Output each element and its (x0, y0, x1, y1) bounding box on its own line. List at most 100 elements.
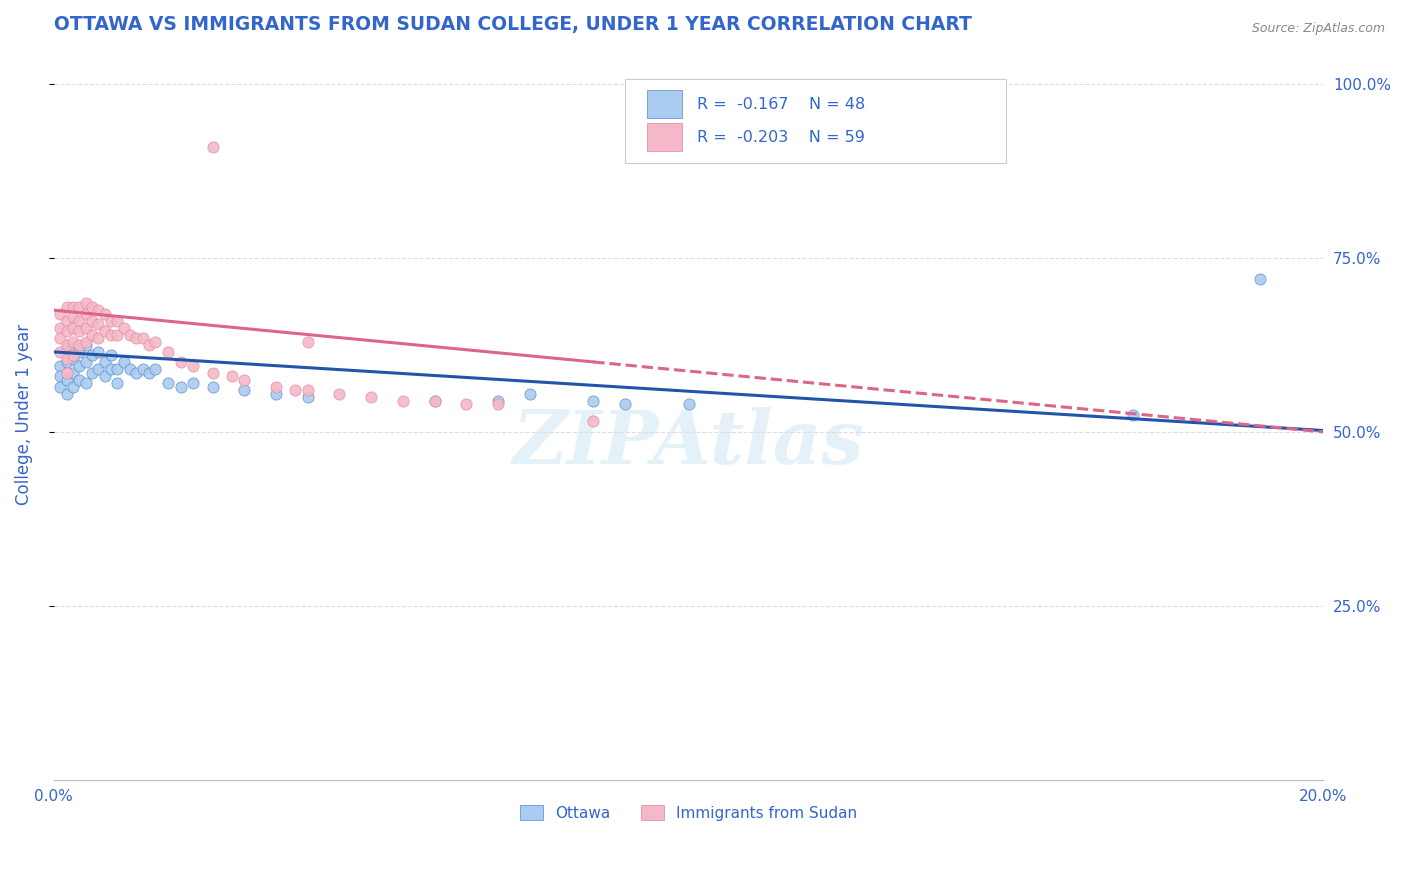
Text: R =  -0.167    N = 48: R = -0.167 N = 48 (697, 96, 866, 112)
Point (55, 355, 77, 369)
Point (67, 300, 90, 314)
Point (486, 397, 509, 411)
Legend: Ottawa, Immigrants from Sudan: Ottawa, Immigrants from Sudan (513, 798, 863, 827)
Point (75, 338, 97, 352)
Point (49, 380, 72, 394)
Point (170, 355, 193, 369)
Point (1249, 272, 1271, 286)
Point (62, 366, 84, 380)
Point (67, 324, 90, 338)
Point (93, 369, 115, 384)
FancyBboxPatch shape (626, 78, 1005, 162)
Point (233, 383, 256, 397)
Point (157, 376, 180, 391)
Point (49, 331, 72, 345)
Point (80, 313, 103, 327)
Point (678, 397, 700, 411)
Point (87, 317, 110, 331)
Point (100, 313, 122, 327)
Point (157, 345, 180, 359)
Point (582, 415, 605, 429)
Point (360, 390, 382, 404)
Point (423, 393, 446, 408)
Point (614, 397, 637, 411)
Point (138, 338, 160, 352)
Point (118, 362, 141, 376)
Point (297, 383, 319, 397)
Point (55, 386, 77, 401)
Point (75, 334, 97, 349)
Point (55, 338, 77, 352)
Point (75, 307, 97, 321)
Point (93, 324, 115, 338)
Point (75, 320, 97, 334)
Point (328, 386, 350, 401)
Point (284, 383, 307, 397)
Point (105, 313, 128, 327)
Point (55, 324, 77, 338)
Point (87, 345, 110, 359)
Point (62, 351, 84, 366)
Point (55, 373, 77, 387)
Point (201, 366, 224, 380)
Point (55, 351, 77, 366)
Point (423, 393, 446, 408)
Point (55, 342, 77, 356)
Y-axis label: College, Under 1 year: College, Under 1 year (15, 324, 32, 505)
Point (75, 376, 97, 391)
Point (105, 376, 128, 391)
Point (62, 310, 84, 325)
Point (49, 345, 72, 359)
Text: ZIPAtlas: ZIPAtlas (513, 408, 865, 480)
Point (62, 348, 84, 362)
Point (100, 348, 122, 362)
Point (112, 355, 135, 369)
Point (297, 390, 319, 404)
Point (221, 369, 243, 384)
Point (170, 380, 193, 394)
Point (75, 296, 97, 310)
Point (183, 376, 205, 391)
Point (67, 373, 90, 387)
Point (67, 345, 90, 359)
Point (100, 362, 122, 376)
Point (201, 140, 224, 154)
Point (80, 366, 103, 380)
Point (49, 307, 72, 321)
Point (105, 327, 128, 342)
Point (93, 355, 115, 369)
Point (67, 338, 90, 352)
Point (55, 366, 77, 380)
Point (49, 369, 72, 384)
Point (1122, 408, 1144, 422)
Point (100, 327, 122, 342)
Text: Source: ZipAtlas.com: Source: ZipAtlas.com (1251, 22, 1385, 36)
Point (62, 300, 84, 314)
Point (125, 366, 148, 380)
Point (138, 366, 160, 380)
Point (264, 380, 287, 394)
Point (183, 359, 205, 373)
Point (80, 327, 103, 342)
FancyBboxPatch shape (647, 90, 682, 118)
Point (118, 327, 141, 342)
Point (264, 386, 287, 401)
Point (75, 355, 97, 369)
Point (62, 334, 84, 349)
Point (80, 348, 103, 362)
Point (87, 303, 110, 318)
Text: OTTAWA VS IMMIGRANTS FROM SUDAN COLLEGE, UNDER 1 YEAR CORRELATION CHART: OTTAWA VS IMMIGRANTS FROM SUDAN COLLEGE,… (53, 15, 972, 34)
Point (67, 313, 90, 327)
Point (55, 300, 77, 314)
Point (131, 331, 153, 345)
Point (582, 393, 605, 408)
Point (519, 386, 541, 401)
Point (456, 397, 478, 411)
Point (87, 331, 110, 345)
Point (112, 320, 135, 334)
Point (297, 334, 319, 349)
Point (105, 362, 128, 376)
Point (49, 359, 72, 373)
Point (125, 331, 148, 345)
Point (87, 362, 110, 376)
